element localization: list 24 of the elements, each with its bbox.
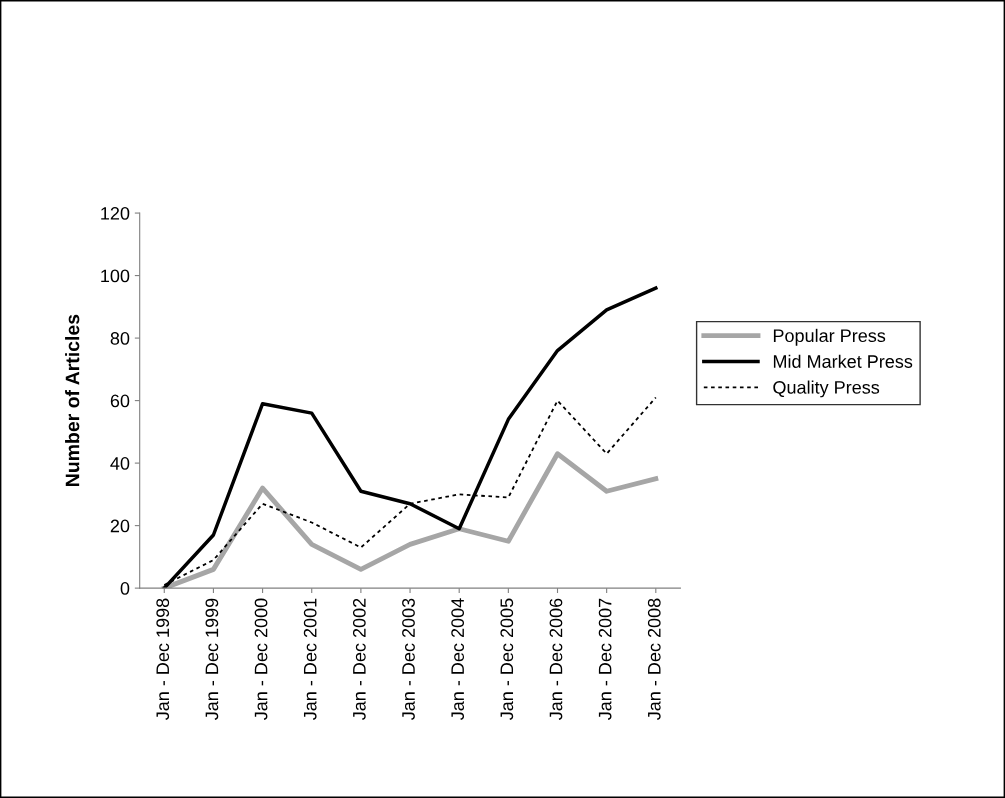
y-tick-label: 40: [110, 457, 130, 470]
x-tick-label: Jan - Dec 2000: [254, 598, 268, 721]
y-tick-label: 80: [110, 332, 130, 345]
x-tick-label: Jan - Dec 2003: [402, 598, 415, 721]
legend-label: Quality Press: [773, 380, 880, 398]
y-tick-label: 0: [120, 582, 130, 595]
x-tick-label: Jan - Dec 2007: [598, 598, 612, 721]
x-tick-label: Jan - Dec 1998: [156, 598, 170, 721]
x-tick-label: Jan - Dec 2005: [500, 598, 514, 721]
y-tick-label: 100: [101, 269, 130, 283]
y-tick-label: 60: [110, 394, 130, 408]
line-series: [162, 286, 658, 589]
legend-label: Popular Press: [773, 328, 886, 346]
x-tick-label: Jan - Dec 2001: [303, 598, 317, 721]
y-tick-label: 20: [110, 519, 130, 533]
x-tick-label: Jan - Dec 2008: [647, 598, 661, 721]
line-series: [161, 451, 659, 589]
x-tick-label: Jan - Dec 2002: [352, 598, 366, 721]
x-tick-label: Jan - Dec 2004: [451, 598, 465, 721]
legend-label: Mid Market Press: [773, 354, 913, 368]
x-tick-label: Jan - Dec 2006: [549, 598, 563, 721]
y-axis-title: Number of Articles: [65, 314, 80, 486]
y-tick-label: 120: [101, 207, 130, 220]
x-tick-label: Jan - Dec 1999: [205, 598, 219, 721]
